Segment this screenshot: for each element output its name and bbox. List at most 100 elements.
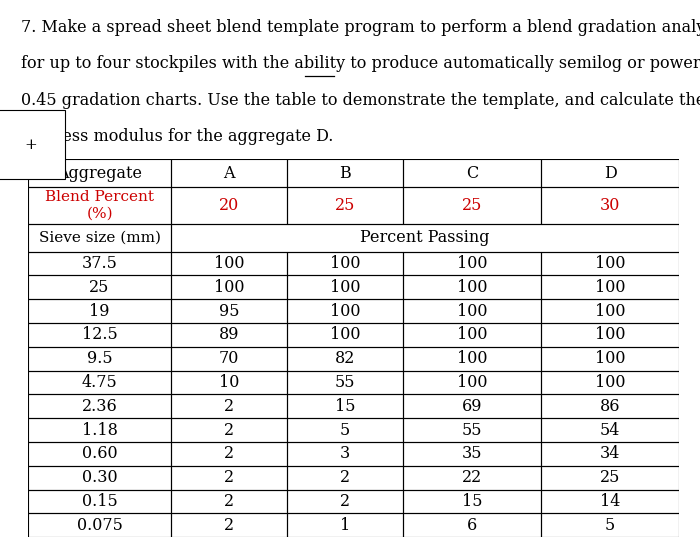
Bar [541, 252, 679, 275]
Text: 5: 5 [340, 422, 350, 438]
Text: 35: 35 [462, 446, 482, 462]
Bar [541, 370, 679, 394]
Bar [541, 275, 679, 299]
Text: 100: 100 [330, 279, 360, 296]
Text: 100: 100 [456, 350, 487, 367]
Text: 2: 2 [340, 493, 350, 510]
Text: 69: 69 [462, 398, 482, 415]
Text: 25: 25 [90, 279, 110, 296]
Text: 4.75: 4.75 [82, 374, 118, 391]
Bar [28, 252, 172, 275]
Bar [172, 323, 287, 347]
Text: 54: 54 [600, 422, 620, 438]
Bar [403, 252, 541, 275]
Text: 100: 100 [595, 255, 625, 272]
Bar [287, 299, 403, 323]
Text: 25: 25 [335, 197, 355, 214]
Text: 2: 2 [224, 446, 234, 462]
Text: 15: 15 [462, 493, 482, 510]
Text: fineness modulus for the aggregate D.: fineness modulus for the aggregate D. [21, 128, 333, 145]
Text: 55: 55 [462, 422, 482, 438]
Bar [172, 299, 287, 323]
Text: 19: 19 [90, 302, 110, 320]
Bar [541, 187, 679, 224]
Bar [172, 347, 287, 370]
Bar [541, 442, 679, 466]
Bar [28, 275, 172, 299]
Bar [287, 370, 403, 394]
Text: 100: 100 [595, 326, 625, 343]
Text: 2: 2 [224, 517, 234, 534]
Text: +: + [25, 138, 38, 152]
Text: C: C [466, 165, 478, 181]
Text: 25: 25 [600, 469, 620, 486]
Text: 95: 95 [219, 302, 239, 320]
Bar [541, 490, 679, 514]
Bar [541, 347, 679, 370]
Text: 70: 70 [219, 350, 239, 367]
Bar [28, 370, 172, 394]
Text: 100: 100 [595, 374, 625, 391]
Text: 6: 6 [467, 517, 477, 534]
Bar [172, 224, 679, 252]
Bar [287, 514, 403, 537]
Text: 82: 82 [335, 350, 355, 367]
Bar [403, 394, 541, 418]
Bar [28, 442, 172, 466]
Bar [28, 224, 172, 252]
Text: 0.60: 0.60 [82, 446, 118, 462]
Bar [172, 275, 287, 299]
Bar [403, 323, 541, 347]
Text: 100: 100 [330, 255, 360, 272]
Bar [28, 187, 172, 224]
Text: 89: 89 [219, 326, 239, 343]
Text: 2: 2 [224, 422, 234, 438]
Text: 1.18: 1.18 [82, 422, 118, 438]
Text: B: B [340, 165, 351, 181]
Text: 100: 100 [330, 326, 360, 343]
Text: 2.36: 2.36 [82, 398, 118, 415]
Text: 100: 100 [595, 350, 625, 367]
Text: 3: 3 [340, 446, 350, 462]
Text: Aggregate: Aggregate [57, 165, 142, 181]
Bar [172, 442, 287, 466]
Text: 10: 10 [219, 374, 239, 391]
Text: 55: 55 [335, 374, 356, 391]
Bar [28, 299, 172, 323]
Text: Sieve size (mm): Sieve size (mm) [38, 231, 160, 245]
Text: 100: 100 [595, 302, 625, 320]
Bar [28, 347, 172, 370]
Bar [403, 418, 541, 442]
Bar [287, 442, 403, 466]
Bar [541, 514, 679, 537]
Text: 0.075: 0.075 [77, 517, 122, 534]
Bar [172, 394, 287, 418]
Text: 100: 100 [456, 302, 487, 320]
Text: 100: 100 [456, 279, 487, 296]
Text: 0.30: 0.30 [82, 469, 118, 486]
Text: 2: 2 [224, 493, 234, 510]
Bar [28, 159, 172, 187]
Bar [287, 187, 403, 224]
Text: 2: 2 [224, 469, 234, 486]
Bar [287, 323, 403, 347]
Bar [287, 252, 403, 275]
Text: Blend Percent
(%): Blend Percent (%) [45, 190, 154, 220]
Text: 12.5: 12.5 [82, 326, 118, 343]
Text: A: A [223, 165, 235, 181]
Bar [403, 299, 541, 323]
Bar [287, 490, 403, 514]
Bar [403, 159, 541, 187]
Bar [287, 418, 403, 442]
Text: 15: 15 [335, 398, 356, 415]
Bar [403, 490, 541, 514]
Bar [28, 514, 172, 537]
Bar [403, 466, 541, 490]
Bar [403, 187, 541, 224]
Text: 86: 86 [600, 398, 620, 415]
Bar [172, 514, 287, 537]
Bar [541, 299, 679, 323]
Text: 2: 2 [340, 469, 350, 486]
Text: 34: 34 [600, 446, 620, 462]
Bar [172, 159, 287, 187]
